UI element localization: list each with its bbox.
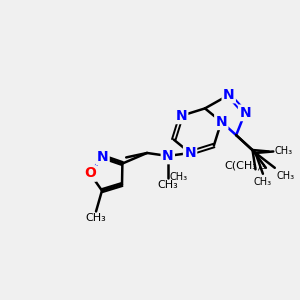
Text: CH₃: CH₃: [158, 180, 178, 190]
Text: O: O: [84, 167, 96, 181]
Text: N: N: [223, 88, 235, 102]
Text: CH₃: CH₃: [169, 172, 188, 182]
Text: N: N: [176, 109, 187, 123]
Text: N: N: [184, 146, 196, 160]
Text: N: N: [97, 150, 108, 164]
Text: N: N: [162, 149, 174, 163]
Text: CH₃: CH₃: [275, 146, 293, 157]
Text: C(CH₃)₃: C(CH₃)₃: [224, 160, 266, 170]
Text: CH₃: CH₃: [86, 213, 106, 223]
Text: N: N: [215, 115, 227, 129]
Text: CH₃: CH₃: [276, 171, 294, 182]
Text: CH₃: CH₃: [254, 177, 272, 187]
Text: N: N: [239, 106, 251, 120]
